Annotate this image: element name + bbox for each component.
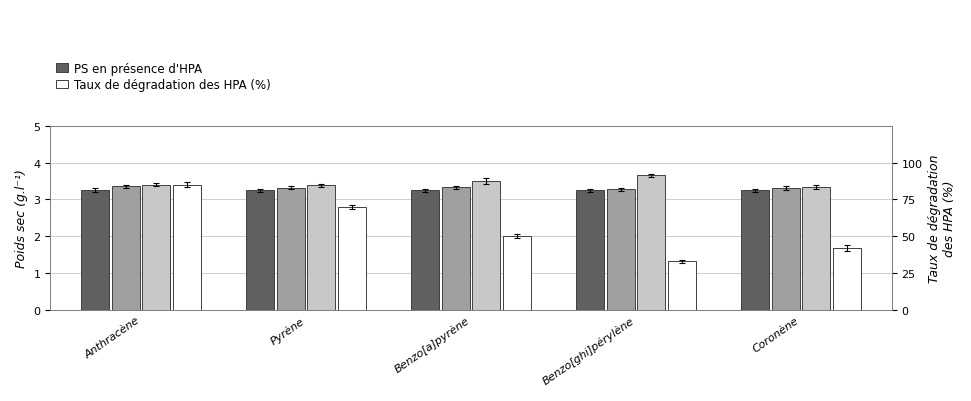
Y-axis label: Poids sec (g.l⁻¹): Poids sec (g.l⁻¹) [15, 169, 28, 267]
Bar [637, 176, 665, 310]
Bar [338, 207, 366, 310]
Bar [412, 191, 439, 310]
Bar [741, 191, 769, 310]
Legend: PS en présence d'HPA, Taux de dégradation des HPA (%): PS en présence d'HPA, Taux de dégradatio… [56, 63, 271, 92]
Bar [802, 188, 830, 310]
Bar [442, 188, 470, 310]
Bar [173, 185, 201, 310]
Bar [472, 182, 500, 310]
Bar [833, 248, 860, 310]
Bar [576, 191, 604, 310]
Bar [668, 261, 696, 310]
Bar [277, 188, 305, 310]
Bar [82, 191, 110, 310]
Bar [772, 189, 800, 310]
Bar [247, 191, 275, 310]
Bar [112, 187, 140, 310]
Y-axis label: Taux de dégradation
des HPA (%): Taux de dégradation des HPA (%) [928, 154, 956, 282]
Bar [607, 190, 635, 310]
Bar [308, 186, 335, 310]
Bar [503, 237, 531, 310]
Bar [143, 185, 171, 310]
